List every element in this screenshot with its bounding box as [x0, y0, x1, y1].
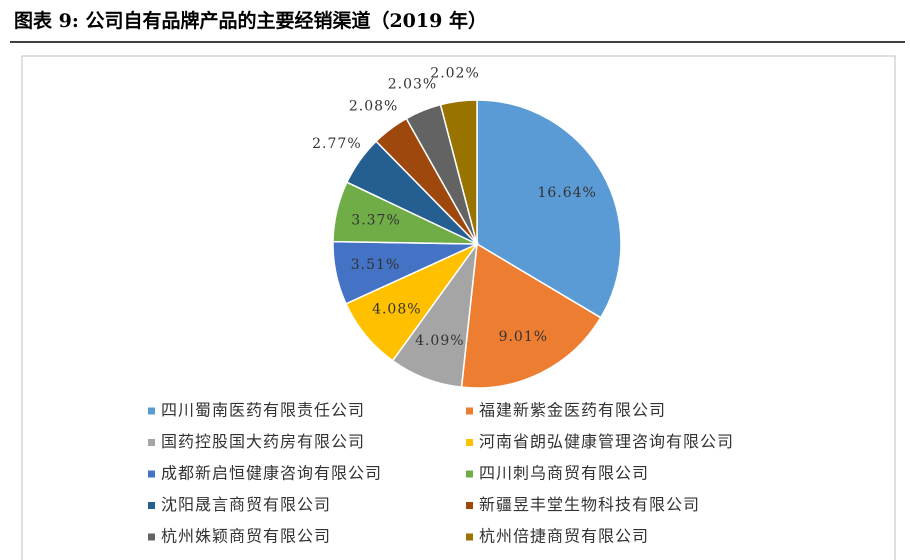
legend-swatch: [148, 533, 155, 541]
data-label: 4.09%: [415, 333, 464, 349]
legend-swatch: [466, 407, 473, 415]
legend-swatch: [466, 502, 473, 509]
legend-swatch: [148, 407, 155, 415]
legend-label: 杭州姝颖商贸有限公司: [161, 527, 331, 546]
data-label: 16.64%: [537, 185, 596, 201]
legend-swatch: [148, 470, 155, 478]
data-label: 2.77%: [312, 136, 361, 152]
data-label: 3.37%: [351, 212, 400, 228]
pie-slice: [476, 99, 622, 319]
legend-swatch: [148, 502, 155, 509]
legend-label: 成都新启恒健康咨询有限公司: [161, 464, 382, 483]
legend-label: 沈阳晟言商贸有限公司: [161, 495, 331, 514]
data-label: 2.03%: [388, 77, 437, 93]
legend-label: 四川蜀南医药有限责任公司: [161, 401, 365, 420]
legend-label: 杭州倍捷商贸有限公司: [479, 527, 649, 546]
legend-label: 国药控股国大药房有限公司: [161, 432, 365, 451]
data-label: 2.08%: [349, 99, 398, 115]
legend-label: 福建新紫金医药有限公司: [479, 401, 666, 420]
pie-slice: [460, 242, 602, 389]
data-label: 3.51%: [351, 257, 400, 273]
data-label: 2.02%: [430, 65, 479, 81]
pie-slice: [439, 99, 478, 245]
legend-swatch: [148, 439, 155, 446]
data-label: 4.08%: [372, 302, 421, 318]
chart-frame: [21, 55, 896, 560]
legend-label: 河南省朗弘健康管理咨询有限公司: [479, 432, 734, 451]
data-label: 9.01%: [499, 329, 548, 345]
legend-swatch: [466, 439, 473, 446]
legend-swatch: [466, 470, 473, 478]
legend-swatch: [466, 533, 473, 541]
legend-label: 四川刺乌商贸有限公司: [479, 464, 649, 483]
chart-title: 图表 9: 公司自有品牌产品的主要经销渠道（2019 年）: [14, 9, 487, 32]
legend-label: 新疆昱丰堂生物科技有限公司: [479, 495, 700, 514]
